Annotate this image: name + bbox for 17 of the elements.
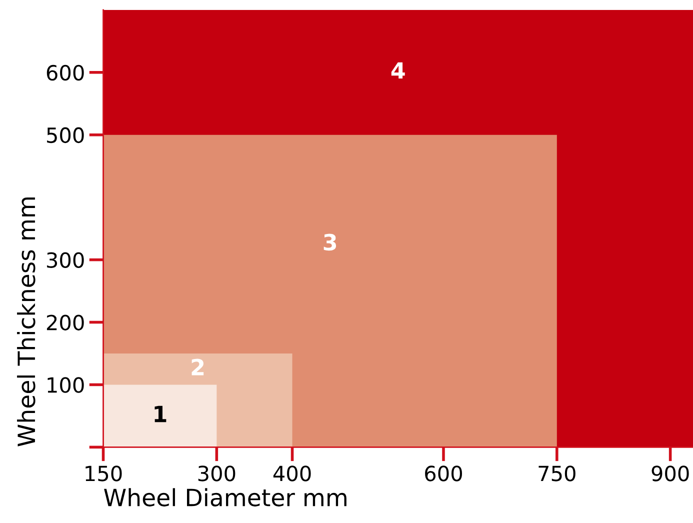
y-tick-label: 200: [46, 314, 84, 330]
series-label: 2: [192, 358, 204, 376]
x-tick-label: 900: [652, 466, 689, 482]
series-label: 4: [391, 62, 405, 79]
y-tick-label: 100: [48, 377, 84, 393]
x-tick-label: 300: [198, 466, 236, 482]
y-tick-label: 300: [47, 252, 84, 268]
x-tick-label: 750: [538, 466, 576, 482]
y-axis-title: Wheel Thickness mm: [17, 198, 36, 446]
x-tick-label: 150: [86, 466, 122, 482]
series-label: 3: [324, 234, 336, 251]
series-label: 1: [154, 406, 166, 422]
y-tick-label: 500: [47, 127, 84, 144]
x-axis-title: Wheel Diameter mm: [104, 488, 346, 506]
x-tick-label: 400: [273, 466, 311, 482]
y-tick-label: 600: [46, 64, 84, 81]
x-tick-label: 600: [425, 466, 462, 482]
